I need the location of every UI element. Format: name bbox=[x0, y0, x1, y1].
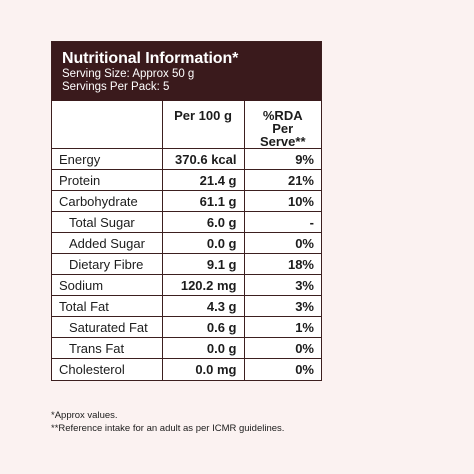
per-100g-column-header: Per 100 g bbox=[161, 101, 245, 149]
table-row: Cholesterol 0.0 mg 0% bbox=[52, 358, 321, 380]
nutrition-title: Nutritional Information* bbox=[62, 50, 239, 67]
rda-value: 3% bbox=[243, 274, 321, 296]
table-row: Total Fat 4.3 g 3% bbox=[52, 295, 321, 317]
per-100g-value: 9.1 g bbox=[161, 253, 245, 275]
table-row: Trans Fat 0.0 g 0% bbox=[52, 337, 321, 359]
rda-value: 10% bbox=[243, 190, 321, 212]
per-100g-value: 0.0 mg bbox=[161, 358, 245, 380]
footnote-reference: **Reference intake for an adult as per I… bbox=[51, 423, 285, 434]
servings-per-pack: Servings Per Pack: 5 bbox=[62, 81, 170, 93]
table-row: Energy 370.6 kcal 9% bbox=[52, 148, 321, 170]
nutrient-name: Protein bbox=[52, 169, 163, 191]
per-100g-value: 6.0 g bbox=[161, 211, 245, 233]
nutrient-name: Carbohydrate bbox=[52, 190, 163, 212]
rda-value: 21% bbox=[243, 169, 321, 191]
rda-value: 9% bbox=[243, 148, 321, 170]
table-row: Dietary Fibre 9.1 g 18% bbox=[52, 253, 321, 275]
nutrient-name: Sodium bbox=[52, 274, 163, 296]
per-100g-value: 0.0 g bbox=[161, 337, 245, 359]
rda-value: - bbox=[243, 211, 321, 233]
nutrient-name: Dietary Fibre bbox=[52, 253, 163, 275]
nutrient-name: Total Sugar bbox=[52, 211, 163, 233]
table-row: Sodium 120.2 mg 3% bbox=[52, 274, 321, 296]
nutrient-name: Saturated Fat bbox=[52, 316, 163, 338]
table-row: Carbohydrate 61.1 g 10% bbox=[52, 190, 321, 212]
nutrient-name: Total Fat bbox=[52, 295, 163, 317]
serving-size: Serving Size: Approx 50 g bbox=[62, 68, 195, 80]
nutrient-name: Added Sugar bbox=[52, 232, 163, 254]
table-row: Protein 21.4 g 21% bbox=[52, 169, 321, 191]
per-100g-value: 4.3 g bbox=[161, 295, 245, 317]
per-100g-value: 0.0 g bbox=[161, 232, 245, 254]
per-100g-value: 120.2 mg bbox=[161, 274, 245, 296]
per-100g-value: 0.6 g bbox=[161, 316, 245, 338]
nutrition-table: Per 100 g %RDA Per Serve** Energy 370.6 … bbox=[52, 101, 321, 380]
rda-value: 1% bbox=[243, 316, 321, 338]
per-100g-value: 61.1 g bbox=[161, 190, 245, 212]
rda-value: 18% bbox=[243, 253, 321, 275]
rda-value: 0% bbox=[243, 358, 321, 380]
nutrient-name: Cholesterol bbox=[52, 358, 163, 380]
table-row: Added Sugar 0.0 g 0% bbox=[52, 232, 321, 254]
rda-value: 0% bbox=[243, 232, 321, 254]
nutrition-panel: Nutritional Information* Serving Size: A… bbox=[51, 41, 322, 381]
nutrient-column-header bbox=[52, 101, 163, 149]
nutrient-name: Energy bbox=[52, 148, 163, 170]
nutrient-name: Trans Fat bbox=[52, 337, 163, 359]
rda-value: 3% bbox=[243, 295, 321, 317]
table-header-row: Per 100 g %RDA Per Serve** bbox=[52, 101, 321, 149]
rda-column-header: %RDA Per Serve** bbox=[243, 101, 321, 149]
table-row: Total Sugar 6.0 g - bbox=[52, 211, 321, 233]
footnote-approx: *Approx values. bbox=[51, 410, 118, 421]
per-100g-value: 370.6 kcal bbox=[161, 148, 245, 170]
rda-value: 0% bbox=[243, 337, 321, 359]
per-100g-value: 21.4 g bbox=[161, 169, 245, 191]
footnotes: *Approx values. **Reference intake for a… bbox=[51, 409, 284, 435]
nutrition-header: Nutritional Information* Serving Size: A… bbox=[52, 42, 321, 101]
table-row: Saturated Fat 0.6 g 1% bbox=[52, 316, 321, 338]
